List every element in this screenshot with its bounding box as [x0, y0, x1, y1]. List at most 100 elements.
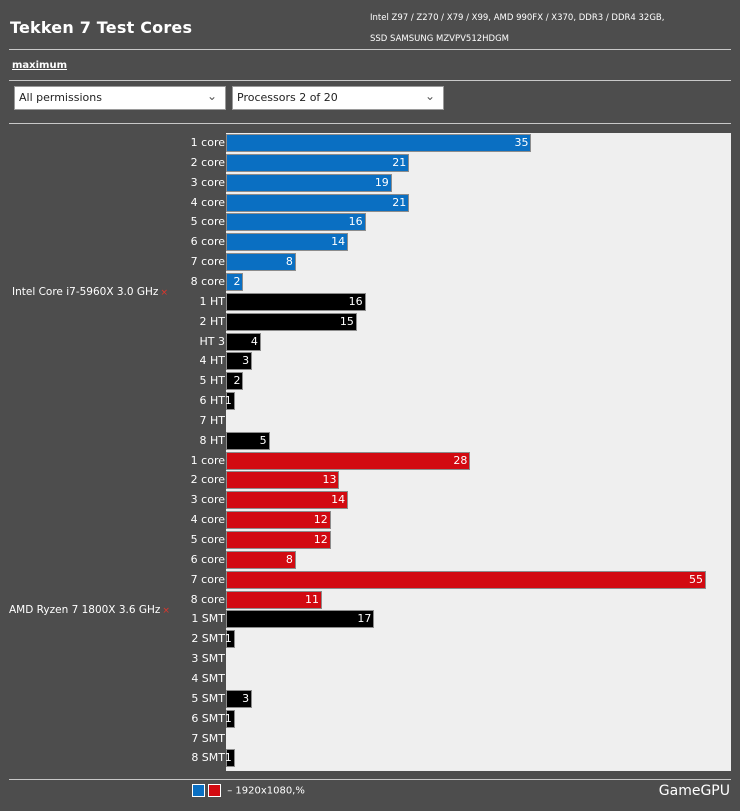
permissions-select-value: All permissions — [19, 91, 102, 104]
test-spec-line-2: SSD SAMSUNG MZVPV512HDGM — [370, 34, 509, 44]
data-bar[interactable] — [226, 690, 253, 708]
category-label: HT 3 — [199, 335, 226, 348]
data-bar[interactable] — [226, 591, 322, 609]
category-label: 8 HT — [199, 434, 226, 447]
category-label: 2 core — [190, 156, 225, 169]
data-bar[interactable] — [226, 154, 410, 172]
processor-name: AMD Ryzen 7 1800X 3.6 GHz — [9, 603, 161, 616]
data-bar[interactable] — [226, 253, 296, 271]
category-label: 2 SMT — [191, 632, 225, 645]
data-bar[interactable] — [226, 491, 349, 509]
category-label: 2 core — [190, 473, 225, 486]
data-bar[interactable] — [226, 452, 471, 470]
value-label: 28 — [453, 454, 468, 467]
category-label: 4 SMT — [191, 672, 225, 685]
data-bar[interactable] — [226, 233, 349, 251]
category-label: 1 SMT — [191, 612, 225, 625]
data-bar[interactable] — [226, 610, 375, 628]
data-bar[interactable] — [226, 352, 253, 370]
value-label: 8 — [285, 255, 293, 268]
category-label: 8 core — [190, 593, 225, 606]
data-bar[interactable] — [226, 630, 235, 648]
data-bar[interactable] — [226, 313, 357, 331]
value-label: 15 — [339, 315, 354, 328]
divider — [9, 123, 731, 124]
value-label: 19 — [374, 176, 389, 189]
value-label: 3 — [242, 692, 250, 705]
category-label: 1 core — [190, 136, 225, 149]
value-label: 12 — [313, 533, 328, 546]
category-label: 3 core — [190, 176, 225, 189]
category-label: 5 SMT — [191, 692, 225, 705]
category-label: 5 core — [190, 215, 225, 228]
value-label: 4 — [250, 335, 258, 348]
category-label: 8 core — [190, 275, 225, 288]
value-label: 5 — [259, 434, 267, 447]
category-label: 5 core — [190, 533, 225, 546]
data-bar[interactable] — [226, 511, 331, 529]
processor-group-label: AMD Ryzen 7 1800X 3.6 GHz × — [9, 603, 170, 618]
data-bar[interactable] — [226, 551, 296, 569]
value-label: 2 — [233, 275, 241, 288]
value-label: 16 — [348, 295, 363, 308]
processor-group-label: Intel Core i7-5960X 3.0 GHz × — [12, 285, 168, 300]
data-bar[interactable] — [226, 471, 340, 489]
category-label: 6 core — [190, 235, 225, 248]
data-bar[interactable] — [226, 392, 235, 410]
category-label: 3 core — [190, 493, 225, 506]
category-label: 2 HT — [199, 315, 226, 328]
value-label: 1 — [224, 394, 232, 407]
data-bar[interactable] — [226, 571, 706, 589]
data-bar[interactable] — [226, 749, 235, 767]
data-bar[interactable] — [226, 134, 532, 152]
category-label: 6 SMT — [191, 712, 225, 725]
remove-icon[interactable]: × — [162, 605, 170, 616]
value-label: 1 — [224, 712, 232, 725]
category-label: 4 core — [190, 513, 225, 526]
brand-logo: GameGPU — [658, 783, 730, 799]
category-label: 5 HT — [199, 374, 226, 387]
category-label: 4 core — [190, 196, 225, 209]
value-label: 8 — [285, 553, 293, 566]
value-label: 35 — [514, 136, 529, 149]
data-bar[interactable] — [226, 174, 392, 192]
category-label: 4 HT — [199, 354, 226, 367]
data-bar[interactable] — [226, 213, 366, 231]
category-label: 7 SMT — [191, 732, 225, 745]
data-bar[interactable] — [226, 372, 244, 390]
category-label: 8 SMT — [191, 751, 225, 764]
value-label: 16 — [348, 215, 363, 228]
remove-icon[interactable]: × — [160, 288, 168, 298]
category-label: 7 core — [190, 255, 225, 268]
data-bar[interactable] — [226, 333, 261, 351]
legend: – 1920x1080,% — [192, 784, 305, 797]
value-label: 21 — [392, 156, 407, 169]
category-label: 7 HT — [199, 414, 226, 427]
value-label: 55 — [689, 573, 703, 586]
value-label: 13 — [322, 473, 337, 486]
data-bar[interactable] — [226, 432, 270, 450]
data-bar[interactable] — [226, 273, 244, 291]
data-bar[interactable] — [226, 710, 235, 728]
data-bar[interactable] — [226, 531, 331, 549]
maximum-link[interactable]: maximum — [12, 60, 68, 71]
test-spec-line-1: Intel Z97 / Z270 / X79 / X99, AMD 990FX … — [370, 13, 665, 23]
value-label: 2 — [233, 374, 241, 387]
chevron-down-icon: ⌄ — [206, 89, 217, 103]
value-label: 1 — [224, 751, 232, 764]
category-label: 7 core — [190, 573, 225, 586]
category-label: 3 SMT — [191, 652, 225, 665]
value-label: 3 — [242, 354, 250, 367]
processor-name: Intel Core i7-5960X 3.0 GHz — [12, 286, 159, 298]
value-label: 14 — [331, 235, 346, 248]
data-bar[interactable] — [226, 293, 366, 311]
chevron-down-icon: ⌄ — [424, 89, 435, 103]
permissions-select[interactable]: All permissions ⌄ — [14, 86, 226, 110]
divider — [9, 49, 731, 50]
processors-select[interactable]: Processors 2 of 20 ⌄ — [232, 86, 444, 110]
divider — [9, 779, 731, 780]
category-label: 6 HT — [199, 394, 226, 407]
value-label: 17 — [357, 612, 372, 625]
data-bar[interactable] — [226, 194, 410, 212]
value-label: 12 — [313, 513, 328, 526]
